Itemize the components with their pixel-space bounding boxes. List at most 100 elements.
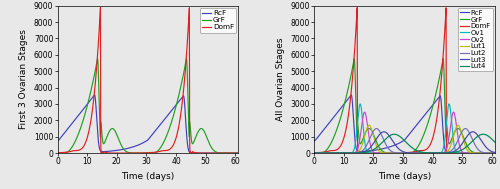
Ov2 (492, 152, 498, 154)
DomF (492, 152, 498, 154)
Lut1 (399, 152, 405, 154)
Ov2 (487, 152, 493, 154)
Y-axis label: First 3 Ovarian Stages: First 3 Ovarian Stages (20, 29, 28, 129)
GrF (320, 151, 326, 154)
GrF (440, 57, 446, 60)
Ov1 (399, 152, 405, 154)
GrF (184, 57, 190, 60)
GrF (454, 128, 460, 130)
RcF (311, 140, 317, 142)
Y-axis label: All Ovarian Stages: All Ovarian Stages (276, 38, 285, 121)
Lut2 (399, 152, 405, 154)
GrF (492, 152, 498, 154)
Lut3 (399, 150, 405, 152)
DomF (487, 152, 493, 154)
Lut2 (311, 152, 317, 154)
DomF (399, 152, 405, 154)
Lut3 (381, 131, 387, 133)
Ov2 (311, 152, 317, 154)
Lut4 (394, 134, 400, 136)
Line: DomF: DomF (58, 8, 238, 153)
Lut1 (487, 152, 493, 154)
DomF (487, 152, 493, 154)
Line: RcF: RcF (58, 95, 238, 153)
Ov1 (454, 151, 460, 153)
Line: DomF: DomF (314, 8, 495, 153)
GrF (236, 152, 242, 154)
DomF (320, 151, 326, 153)
GrF (142, 152, 148, 154)
DomF (454, 152, 460, 154)
DomF (354, 6, 360, 9)
Lut1 (394, 152, 400, 154)
DomF (98, 6, 103, 9)
Ov2 (454, 126, 460, 129)
Lut2 (492, 152, 498, 154)
Lut4 (487, 136, 493, 138)
GrF (64, 151, 70, 154)
Lut1 (311, 152, 317, 154)
RcF (399, 140, 405, 143)
Lut2 (454, 142, 460, 144)
GrF (399, 152, 405, 154)
Lut2 (487, 152, 493, 154)
GrF (230, 152, 236, 154)
Lut4 (492, 141, 498, 143)
Lut1 (487, 152, 493, 154)
Ov1 (320, 152, 326, 154)
Ov2 (394, 152, 400, 154)
DomF (138, 152, 143, 154)
Lut3 (311, 152, 317, 154)
Ov1 (357, 103, 363, 105)
Lut4 (480, 133, 486, 135)
Lut3 (454, 149, 460, 151)
Ov1 (394, 152, 400, 154)
GrF (311, 152, 317, 154)
Lut1 (366, 124, 372, 126)
Ov1 (487, 152, 493, 154)
Lut2 (394, 152, 400, 154)
DomF (197, 152, 203, 154)
Line: Lut3: Lut3 (314, 132, 495, 153)
GrF (487, 152, 493, 154)
RcF (230, 152, 236, 154)
Lut4 (487, 136, 493, 138)
RcF (236, 152, 242, 154)
GrF (487, 152, 493, 154)
RcF (197, 152, 203, 154)
Line: Lut1: Lut1 (314, 125, 495, 153)
Lut3 (492, 151, 498, 154)
GrF (197, 128, 203, 130)
Lut4 (399, 137, 405, 139)
Lut2 (320, 152, 326, 154)
DomF (311, 152, 317, 154)
Line: Ov2: Ov2 (314, 112, 495, 153)
X-axis label: Time (days): Time (days) (378, 172, 431, 181)
Legend: RcF, GrF, DomF: RcF, GrF, DomF (200, 8, 236, 33)
RcF (54, 140, 60, 142)
RcF (138, 143, 143, 145)
RcF (230, 152, 236, 154)
DomF (54, 152, 60, 154)
RcF (394, 143, 400, 145)
Ov2 (362, 111, 368, 113)
Line: GrF: GrF (314, 59, 495, 153)
Ov1 (492, 152, 498, 154)
RcF (492, 152, 498, 154)
Lut4 (311, 152, 317, 154)
Ov2 (487, 152, 493, 154)
DomF (236, 152, 242, 154)
Lut2 (487, 152, 493, 154)
Lut1 (454, 125, 460, 128)
DomF (230, 152, 236, 154)
GrF (138, 152, 143, 154)
Ov1 (311, 152, 317, 154)
DomF (142, 152, 148, 154)
RcF (487, 152, 493, 154)
GrF (230, 152, 236, 154)
Lut4 (320, 152, 326, 154)
Ov2 (399, 152, 405, 154)
Lut1 (492, 152, 498, 154)
Line: RcF: RcF (314, 95, 495, 153)
Legend: RcF, GrF, DomF, Ov1, Ov2, Lut1, Lut2, Lut3, Lut4: RcF, GrF, DomF, Ov1, Ov2, Lut1, Lut2, Lu… (458, 8, 493, 71)
